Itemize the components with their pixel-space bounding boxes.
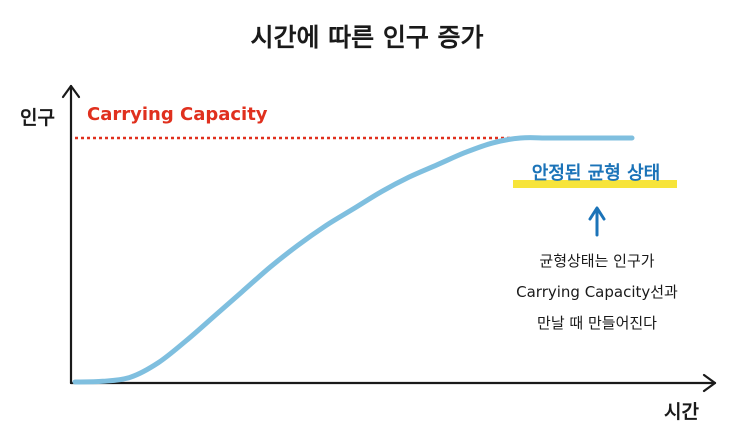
chart-title: 시간에 따른 인구 증가 [250,23,484,52]
x-axis-label: 시간 [664,401,699,423]
note-line-3: 만날 때 만들어진다 [537,314,657,332]
stable-state-highlight [513,180,677,188]
x-axis-arrow-icon [702,373,717,393]
y-axis-label: 인구 [20,107,55,129]
note-line-2: Carrying Capacity선과 [516,283,678,301]
carrying-capacity-label: Carrying Capacity [87,104,268,125]
y-axis-arrow-icon [61,84,81,99]
note-line-1: 균형상태는 인구가 [539,252,655,270]
population-curve [72,135,635,385]
equilibrium-note: 균형상태는 인구가 Carrying Capacity선과 만날 때 만들어진다 [488,246,706,339]
stable-state-label: 안정된 균형 상태 [531,163,661,184]
up-arrow-icon [588,206,606,237]
